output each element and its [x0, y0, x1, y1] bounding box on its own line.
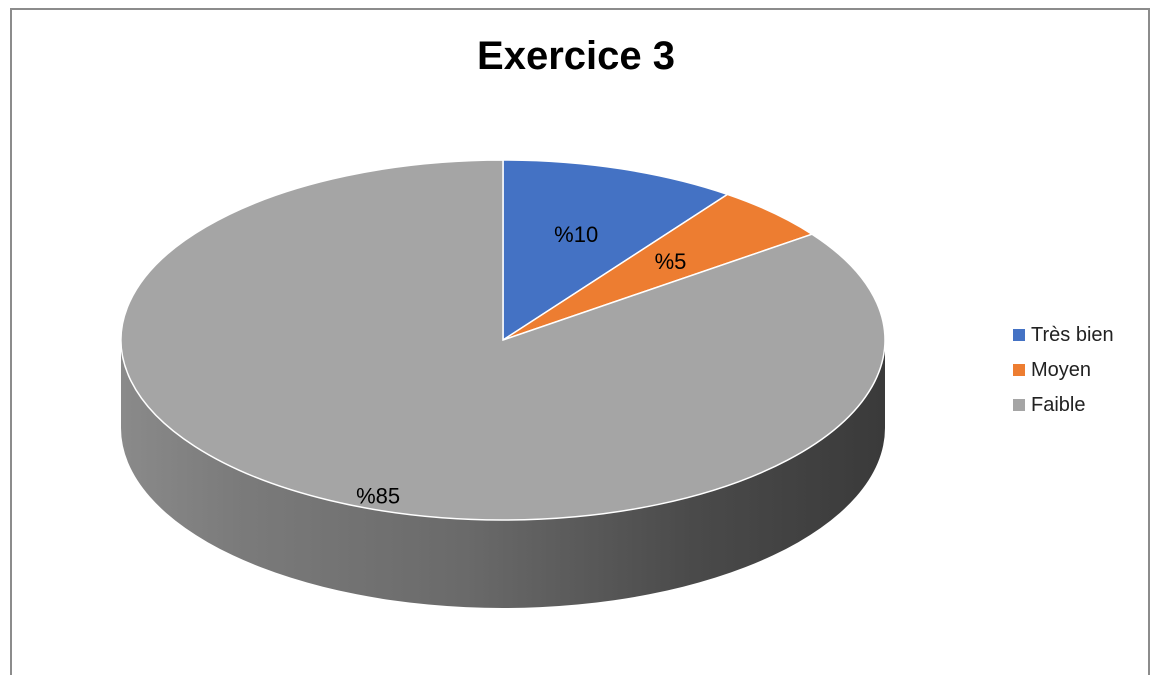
data-label-tres-bien: %10: [554, 222, 598, 247]
legend: Très bien Moyen Faible: [1013, 323, 1114, 428]
pie-side-wall: [121, 340, 885, 608]
legend-item-tres-bien: Très bien: [1013, 323, 1114, 347]
legend-item-moyen: Moyen: [1013, 358, 1114, 382]
pie-side-faible: [121, 340, 885, 608]
pie-slice-faible: [120, 159, 886, 521]
legend-item-faible: Faible: [1013, 393, 1114, 417]
legend-swatch-moyen: [1013, 364, 1025, 376]
pie-data-labels: %10 %5 %85: [356, 222, 686, 509]
data-label-faible: %85: [356, 483, 400, 508]
pie-slices: [120, 159, 886, 521]
legend-label-tres-bien: Très bien: [1031, 323, 1114, 346]
legend-swatch-tres-bien: [1013, 329, 1025, 341]
legend-label-faible: Faible: [1031, 393, 1086, 416]
data-label-moyen: %5: [655, 249, 687, 274]
pie-slice-tres-bien: [502, 159, 730, 342]
legend-label-moyen: Moyen: [1031, 358, 1092, 381]
legend-swatch-faible: [1013, 399, 1025, 411]
chart-title: Exercice 3: [477, 34, 675, 78]
